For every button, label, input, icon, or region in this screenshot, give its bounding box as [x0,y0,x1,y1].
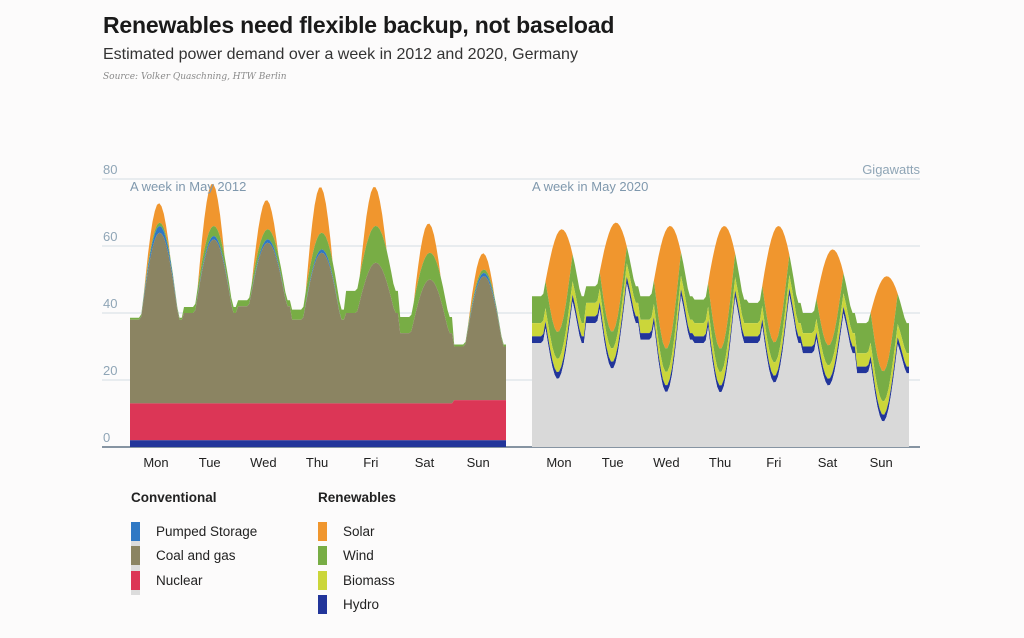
panel-label-2020: A week in May 2020 [532,179,648,194]
legend-renewables-title: Renewables [318,490,397,505]
x-tick-wed-2012: Wed [250,455,277,470]
chart-title: Renewables need flexible backup, not bas… [103,12,615,38]
x-tick-sat-2020: Sat [818,455,838,470]
legend-conventional-title: Conventional [131,490,217,505]
legend-renewables-item: Wind [318,544,396,569]
legend-renewables-swatch [318,546,327,566]
legend-renewables: Renewables Solar Wind Biomass Hydro [318,490,396,617]
x-tick-tue-2012: Tue [199,455,221,470]
y-tick-40: 40 [103,296,117,311]
panel-label-2012: A week in May 2012 [130,179,246,194]
x-tick-thu-2012: Thu [306,455,328,470]
legend-renewables-item: Solar [318,519,396,544]
area-2020-residual-demand [532,283,909,447]
x-tick-sat-2012: Sat [415,455,435,470]
unit-label: Gigawatts [862,162,920,177]
area-2012-nuclear [130,400,506,441]
y-tick-20: 20 [103,363,117,378]
legend-renewables-label: Biomass [343,572,395,588]
x-tick-sun-2020: Sun [870,455,893,470]
legend-renewables-label: Solar [343,523,375,539]
legend-renewables-item: Biomass [318,568,396,593]
legend-conventional-swatch [131,521,140,541]
x-tick-sun-2012: Sun [467,455,490,470]
area-2012-wind [130,222,506,347]
chart-source: Source: Volker Quaschning, HTW Berlin [103,72,287,82]
legend-renewables-label: Wind [343,548,374,564]
y-tick-60: 60 [103,229,117,244]
y-tick-0: 0 [103,430,110,445]
legend-conventional-item: Nuclear [131,568,257,593]
legend-conventional-swatch [131,546,140,566]
legend-conventional-item: Coal and gas [131,544,257,569]
area-2012-hydro [130,440,506,447]
legend-conventional-swatch [131,570,140,590]
area-2020-wind [532,246,909,402]
area-2012-coal-gas [130,232,506,404]
x-tick-mon-2020: Mon [546,455,571,470]
x-tick-mon-2012: Mon [143,455,168,470]
x-tick-fri-2012: Fri [363,455,378,470]
chart-subtitle: Estimated power demand over a week in 20… [103,46,578,63]
area-2012-solar [130,183,506,345]
area-2020-solar [532,222,909,372]
legend-conventional-label: Pumped Storage [156,523,258,539]
x-tick-wed-2020: Wed [653,455,680,470]
x-tick-thu-2020: Thu [709,455,731,470]
legend-conventional-item: Pumped Storage [131,519,257,544]
legend-renewables-label: Hydro [343,597,380,613]
legend-conventional-label: Nuclear [156,572,203,588]
legend-conventional-label: Coal and gas [156,548,236,564]
legend-conventional: Conventional Pumped Storage Coal and gas N… [131,490,257,593]
chart-labels: 0 20 40 60 80 Gigawatts A week in May 2012 Mon T… [103,162,920,470]
x-tick-tue-2020: Tue [602,455,624,470]
x-tick-fri-2020: Fri [766,455,781,470]
area-2020-biomass [532,263,909,415]
area-layers [130,183,909,447]
legend-renewables-swatch [318,521,327,541]
legend-renewables-swatch [318,595,327,615]
y-tick-80: 80 [103,162,117,177]
legend-renewables-item: Hydro [318,593,396,618]
legend-renewables-swatch [318,570,327,590]
